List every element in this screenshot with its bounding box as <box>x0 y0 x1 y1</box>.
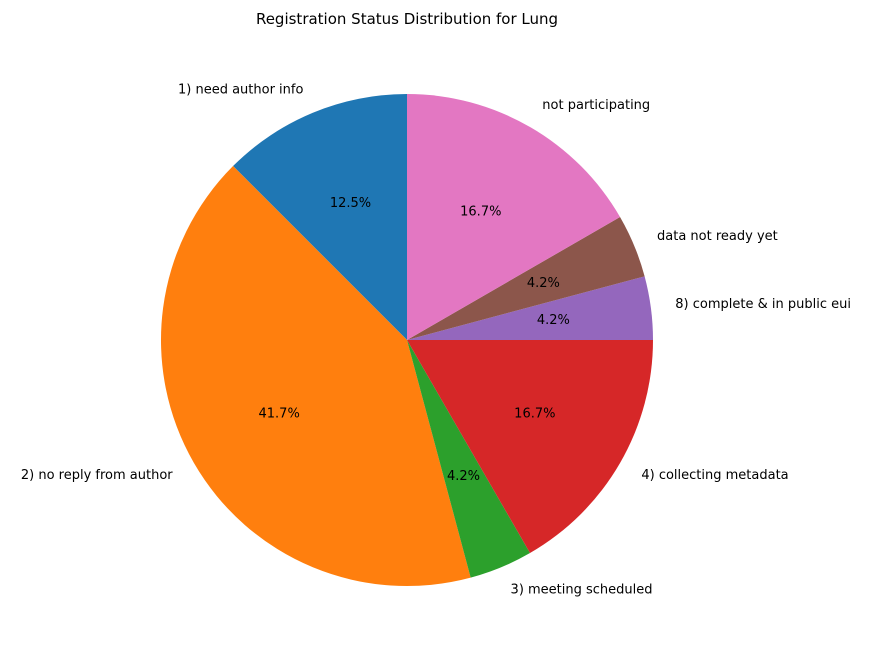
pie-slice-not-participating <box>407 94 621 340</box>
slice-label-2-no-reply-from-author: 2) no reply from author <box>21 468 173 483</box>
pie-slices <box>160 94 653 587</box>
chart-title: Registration Status Distribution for Lun… <box>256 10 558 28</box>
pie-slice-4-collecting-metadata <box>407 340 653 554</box>
percent-label-4-collecting-metadata: 16.7% <box>514 406 555 421</box>
pie-slice-3-meeting-scheduled <box>407 340 530 578</box>
pie-slice-1-need-author-info <box>233 94 407 340</box>
percent-label-data-not-ready-yet: 4.2% <box>527 276 560 291</box>
percent-label-3-meeting-scheduled: 4.2% <box>447 469 480 484</box>
percent-label-not-participating: 16.7% <box>460 205 501 220</box>
slice-label-8-complete-in-public-eui: 8) complete & in public eui <box>675 297 851 312</box>
pie-slice-data-not-ready-yet <box>407 217 645 340</box>
pie-labels: 1) need author info 12.5% 2) no reply from… <box>21 83 851 598</box>
slice-label-4-collecting-metadata: 4) collecting metadata <box>641 468 788 483</box>
percent-label-8-complete-in-public-eui: 4.2% <box>537 313 570 328</box>
percent-label-2-no-reply-from-author: 41.7% <box>259 406 300 421</box>
slice-label-3-meeting-scheduled: 3) meeting scheduled <box>511 583 653 598</box>
slice-label-not-participating: not participating <box>542 98 650 113</box>
slice-label-data-not-ready-yet: data not ready yet <box>657 229 778 244</box>
percent-label-1-need-author-info: 12.5% <box>330 196 371 211</box>
slice-label-1-need-author-info: 1) need author info <box>178 83 303 98</box>
pie-slice-8-complete-in-public-eui <box>407 276 653 340</box>
pie-slice-2-no-reply-from-author <box>160 166 471 587</box>
